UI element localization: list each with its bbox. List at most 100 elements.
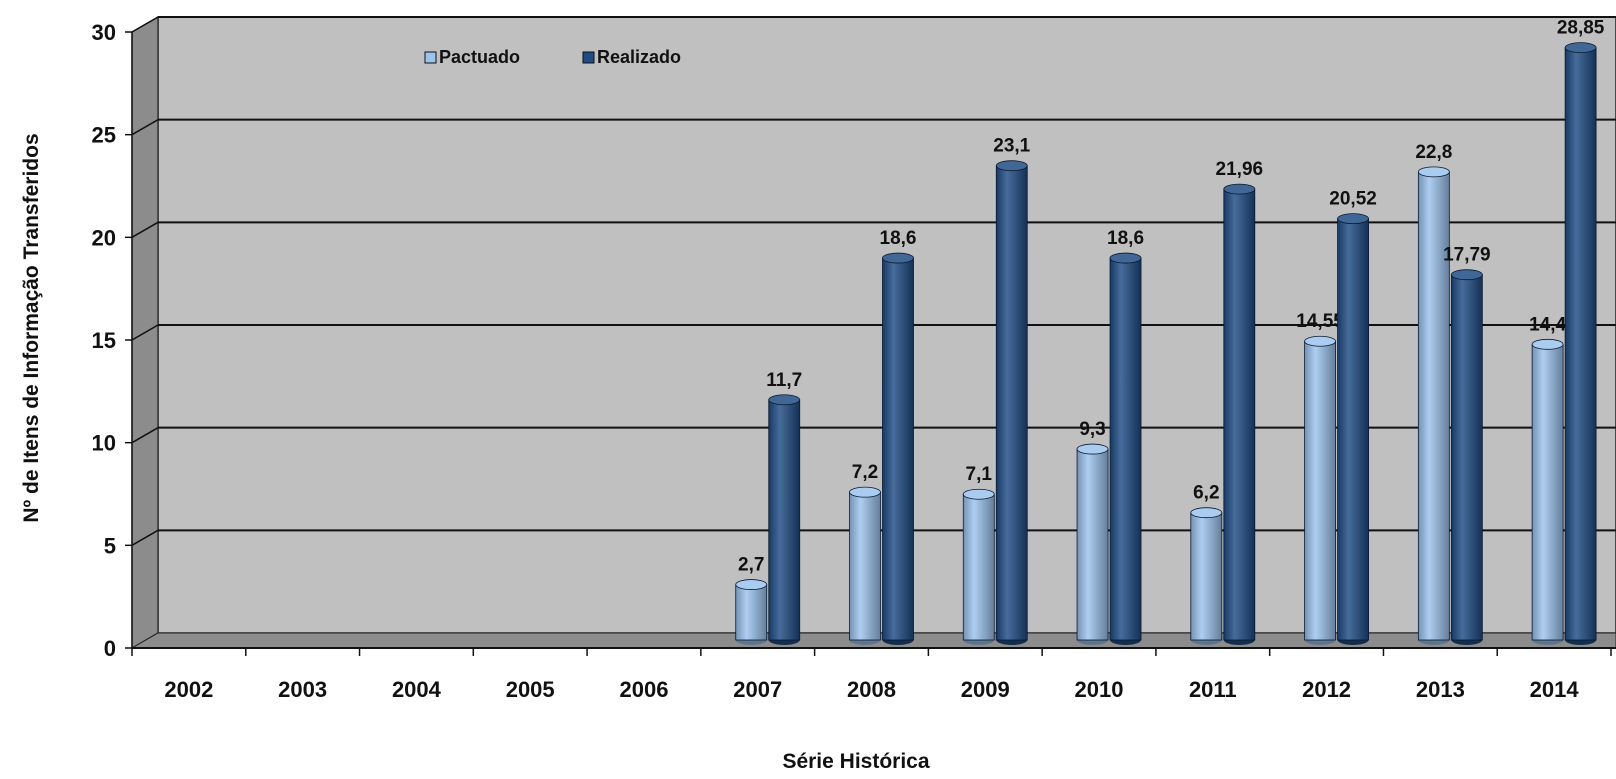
gridline-side [131,529,159,546]
bar-body [849,491,881,641]
gridline-side [131,221,159,238]
bar-body [1076,448,1109,641]
y-tick-label: 30 [92,20,116,45]
data-label: 9,3 [1079,419,1105,440]
bar-top [1531,338,1564,350]
data-label: 23,1 [993,136,1030,157]
bar-top [1304,335,1336,347]
bar-body [1109,257,1142,641]
bar-top [1190,507,1223,519]
bar-top [1450,269,1483,281]
x-tick-label: 2013 [1416,677,1465,702]
x-tick-label: 2006 [619,677,668,702]
bar-body [995,165,1028,641]
bars: 2,7 7,2 7,1 9,3 6,2 14,55 22,8 14,4 11,7 18,6 23,1… [735,18,1605,645]
bar-pactuado-2013 [1417,166,1450,645]
data-label: 11,7 [766,370,802,391]
bar-pactuado-2007 [735,579,768,645]
bar-realizado-2013 [1450,269,1483,645]
y-tick-label: 0 [104,636,116,661]
bar-top [1337,213,1369,225]
data-label: 7,2 [852,462,878,483]
bar-pactuado-2009 [962,488,995,645]
bar-pactuado-2012 [1304,335,1336,645]
gridline-side [131,324,159,341]
bar-pactuado-2014 [1531,338,1564,645]
bar-pactuado-2008 [849,486,881,645]
data-label: 20,52 [1329,189,1377,210]
x-tick-label: 2009 [961,677,1010,702]
y-axis-title: Nº de Itens de Informação Transferidos [20,133,43,522]
legend-swatch-realizado [582,51,595,64]
x-tick-label: 2004 [392,677,442,702]
bar-top [882,252,914,264]
x-tick-label: 2003 [278,677,327,702]
bar-body [882,257,914,641]
data-label: 7,1 [966,464,993,485]
x-tick-label: 2014 [1530,677,1580,702]
x-tick-label: 2005 [506,677,555,702]
bar-realizado-2010 [1109,252,1142,645]
x-tick-label: 2007 [733,677,782,702]
data-label: 22,8 [1415,142,1452,163]
bar-body [1564,47,1597,641]
gridline-side [131,16,159,33]
legend-label-pactuado: Pactuado [439,47,520,67]
bar-realizado-2007 [768,394,801,645]
bar-top [1109,252,1142,264]
x-axis-title: Série Histórica [782,750,929,773]
data-label: 28,85 [1557,18,1605,39]
x-axis-tick-labels: 2002 2003 2004 2005 2006 2007 2008 2009 2010 2011… [164,677,1579,702]
legend-swatch-pactuado [424,51,437,64]
bar-top [962,488,995,500]
bar-top [1223,183,1256,195]
gridline-side [131,119,159,136]
x-tick-label: 2008 [847,677,896,702]
bar-top [1564,42,1597,54]
bar-body [1417,171,1450,641]
y-axis-tick-labels: 0 5 10 15 20 25 30 [92,20,116,661]
bar-realizado-2014 [1564,42,1597,645]
bar-realizado-2008 [882,252,914,645]
bar-realizado-2012 [1337,213,1369,645]
data-label: 14,4 [1529,314,1566,335]
bar-body [962,493,995,641]
bar-realizado-2011 [1223,183,1256,645]
bar-body [1450,274,1483,641]
bar-top [768,394,801,406]
data-label: 2,7 [738,555,764,576]
legend: Pactuado Realizado [424,47,681,67]
bar-pactuado-2010 [1076,443,1109,645]
x-tick-label: 2002 [164,677,213,702]
bar-pactuado-2011 [1190,507,1223,645]
data-label: 17,79 [1443,245,1491,266]
y-tick-label: 5 [104,533,116,558]
bar-top [735,579,768,590]
bar-body [1531,343,1564,641]
x-tick-label: 2012 [1302,677,1351,702]
bar-top [1076,443,1109,455]
bar-top [1417,166,1450,178]
bar-body [1337,218,1369,641]
bar-realizado-2009 [995,160,1028,645]
legend-label-realizado: Realizado [597,47,681,67]
data-label: 18,6 [1107,228,1144,249]
data-label: 21,96 [1216,159,1264,180]
data-label: 14,55 [1296,311,1344,332]
bar-top [995,160,1028,172]
x-tick-label: 2011 [1189,677,1237,702]
bar-body [1304,340,1336,641]
y-tick-label: 10 [92,431,116,456]
y-tick-label: 25 [92,123,116,148]
bar-body [735,584,768,641]
bar-body [768,399,801,641]
y-tick-label: 20 [92,225,116,250]
bar-body [1190,512,1223,641]
data-label: 6,2 [1193,483,1219,504]
bar-top [849,486,881,498]
bar-body [1223,188,1256,641]
gridline-side [131,427,159,444]
y-tick-label: 15 [92,328,116,353]
data-label: 18,6 [880,228,917,249]
